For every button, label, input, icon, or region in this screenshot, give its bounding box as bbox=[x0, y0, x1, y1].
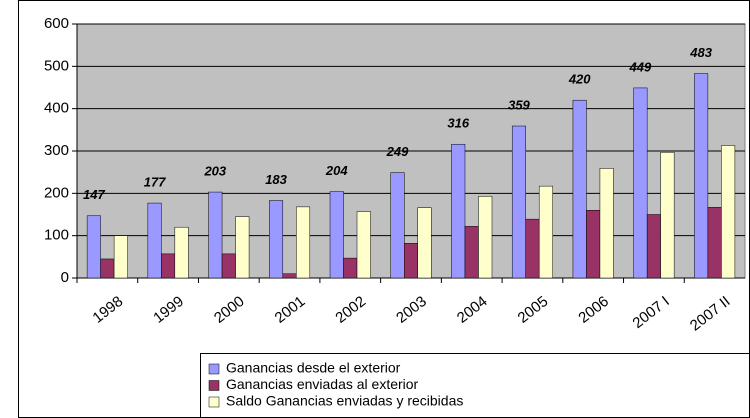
bar bbox=[451, 143, 466, 279]
y-tick-label: 200 bbox=[44, 184, 69, 201]
y-tick-label: 300 bbox=[44, 142, 69, 159]
legend-swatch bbox=[208, 396, 220, 408]
bar bbox=[660, 152, 675, 279]
bar bbox=[161, 253, 176, 279]
value-label: 203 bbox=[203, 164, 226, 179]
bar bbox=[221, 253, 236, 279]
bar bbox=[464, 226, 479, 279]
legend-swatch bbox=[208, 380, 220, 391]
value-label: 359 bbox=[508, 97, 530, 112]
bar bbox=[86, 215, 101, 279]
bar bbox=[390, 172, 405, 279]
y-tick-label: 500 bbox=[44, 57, 69, 74]
bar bbox=[282, 273, 297, 279]
bar bbox=[707, 207, 722, 279]
bar bbox=[694, 73, 709, 279]
bar bbox=[113, 235, 128, 279]
bar bbox=[586, 210, 601, 279]
value-label: 204 bbox=[325, 163, 348, 178]
value-label: 449 bbox=[629, 59, 652, 74]
value-label: 147 bbox=[83, 187, 105, 202]
bar bbox=[478, 196, 493, 279]
bar bbox=[721, 145, 736, 279]
value-label: 177 bbox=[144, 175, 166, 190]
bar bbox=[525, 218, 540, 279]
bar bbox=[599, 168, 614, 279]
bar bbox=[296, 206, 311, 279]
bar bbox=[356, 211, 371, 279]
bar bbox=[538, 185, 553, 279]
value-label: 316 bbox=[447, 116, 469, 131]
bar bbox=[633, 87, 648, 279]
y-tick-label: 600 bbox=[44, 15, 69, 32]
bar bbox=[511, 125, 526, 279]
value-label: 420 bbox=[568, 72, 591, 87]
bar bbox=[269, 200, 284, 279]
y-tick-label: 0 bbox=[61, 269, 69, 286]
legend-label: Saldo Ganancias enviadas y recibidas bbox=[226, 393, 463, 409]
bar bbox=[235, 216, 250, 279]
bar bbox=[417, 207, 432, 279]
bar bbox=[329, 191, 344, 279]
legend-label: Ganancias desde el exterior bbox=[226, 360, 401, 376]
bar bbox=[147, 202, 162, 279]
value-label: 249 bbox=[386, 144, 409, 159]
bar bbox=[572, 99, 587, 279]
bar bbox=[208, 191, 223, 279]
value-label: 183 bbox=[265, 172, 287, 187]
legend-swatch bbox=[208, 363, 220, 375]
legend-label: Ganancias enviadas al exterior bbox=[226, 376, 419, 392]
bar bbox=[100, 258, 115, 279]
bar bbox=[646, 214, 661, 279]
bar bbox=[404, 243, 418, 279]
y-tick-label: 400 bbox=[44, 100, 69, 117]
value-label: 483 bbox=[689, 45, 712, 60]
bar bbox=[174, 226, 189, 279]
legend-box bbox=[200, 353, 750, 418]
bar bbox=[343, 257, 358, 279]
y-tick-label: 100 bbox=[44, 227, 69, 244]
